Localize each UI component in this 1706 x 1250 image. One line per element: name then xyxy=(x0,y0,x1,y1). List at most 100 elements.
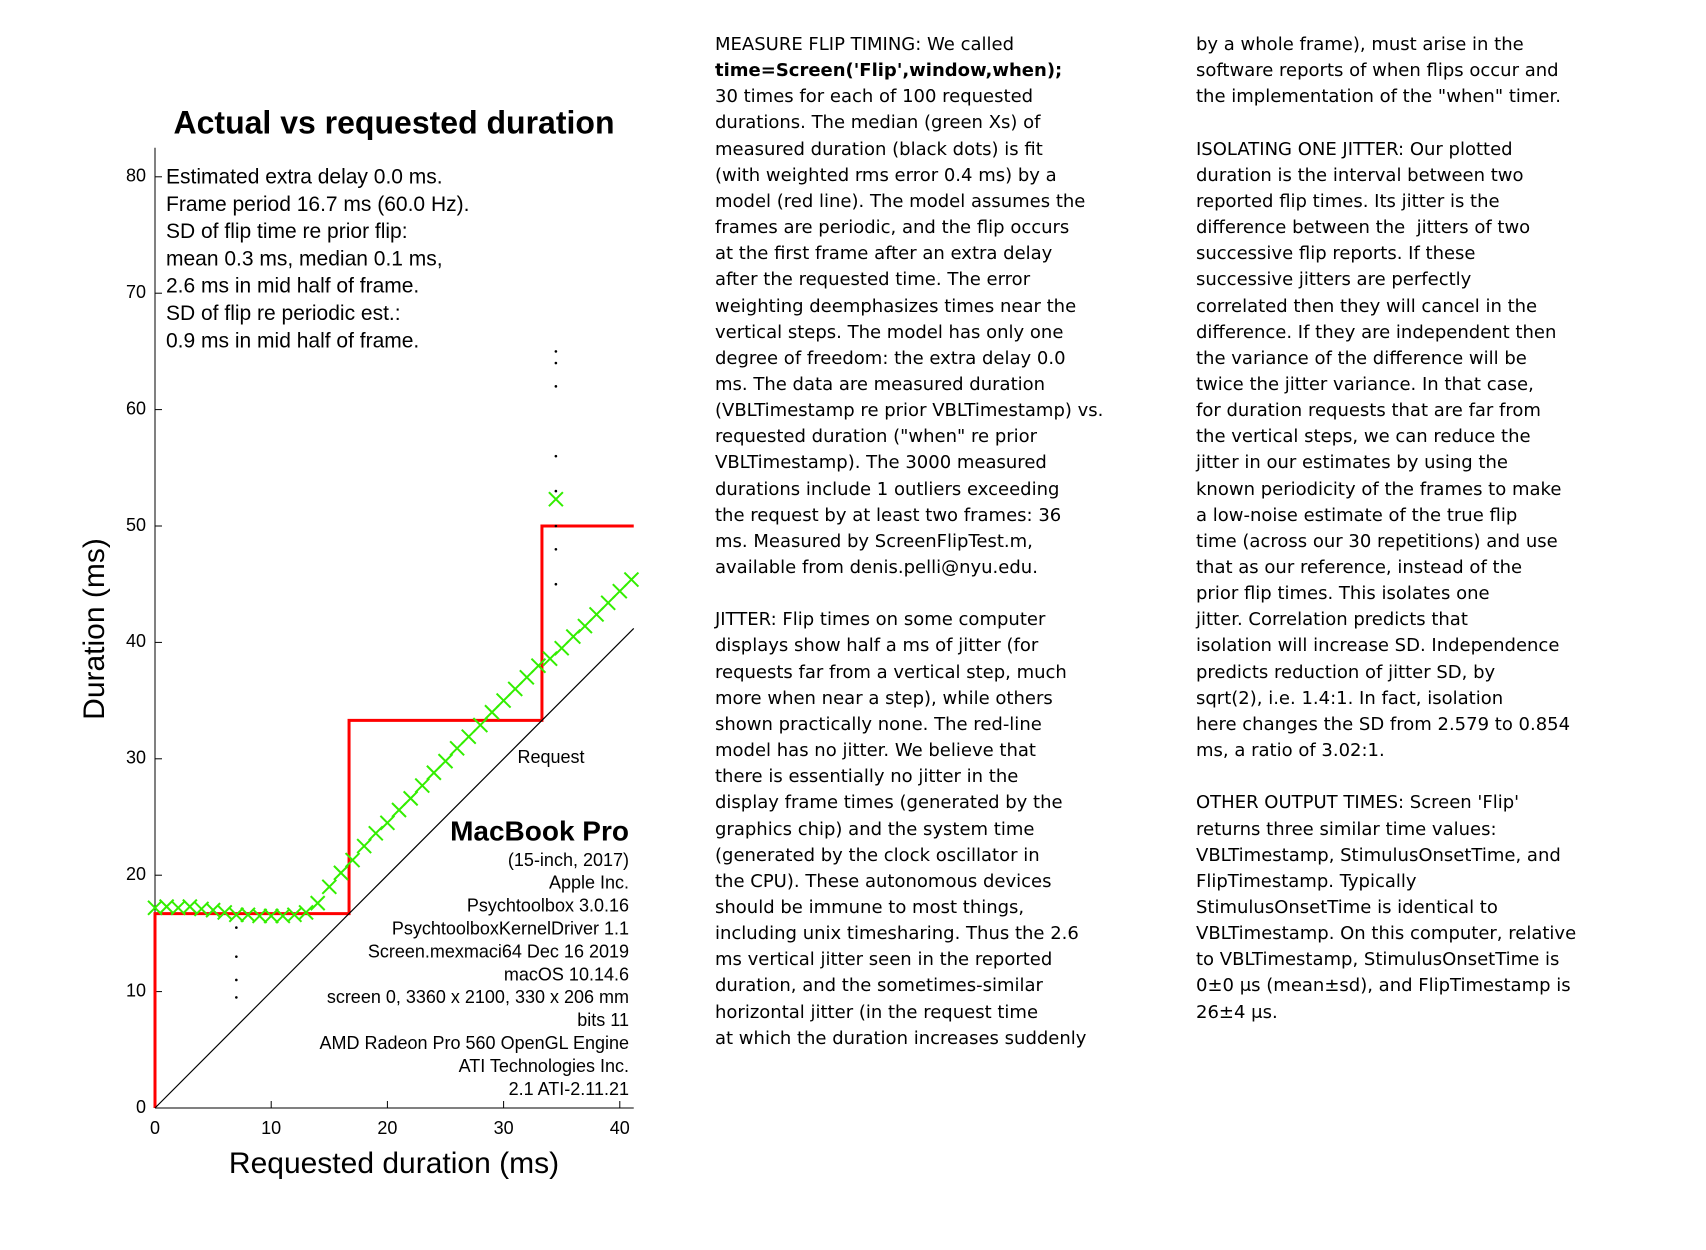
text-line: MEASURE FLIP TIMING: We called xyxy=(715,34,1014,55)
median-marker xyxy=(623,571,640,588)
median-marker xyxy=(251,908,268,924)
text-line: model has no jitter. We believe that xyxy=(715,740,1036,762)
text-line: successive jitters are perfectly xyxy=(1196,269,1472,291)
text-line: for duration requests that are far from xyxy=(1196,400,1541,422)
x-tick-label: 40 xyxy=(610,1118,630,1138)
text-line: sqrt(2), i.e. 1.4:1. In fact, isolation xyxy=(1196,687,1504,709)
text-line: known periodicity of the frames to make xyxy=(1196,478,1562,500)
median-marker xyxy=(309,895,326,911)
measured-dot xyxy=(554,454,558,458)
text-line: ms. Measured by ScreenFlipTest.m, xyxy=(715,530,1033,552)
device-info: bits 11 xyxy=(577,1010,629,1030)
text-line: the request by at least two frames: 36 xyxy=(715,504,1062,526)
median-marker xyxy=(344,852,361,868)
y-tick-label: 60 xyxy=(126,398,146,418)
text-line: (VBLTimestamp re prior VBLTimestamp) vs. xyxy=(715,400,1104,422)
x-axis-label: Requested duration (ms) xyxy=(229,1147,559,1180)
text-line: there is essentially no jitter in the xyxy=(715,766,1019,788)
y-tick-label: 80 xyxy=(126,166,146,186)
text-line: returns three similar time values: xyxy=(1196,818,1497,840)
text-line: jitter in our estimates by using the xyxy=(1196,452,1508,474)
text-line: duration, and the sometimes-similar xyxy=(715,975,1043,997)
measured-dot xyxy=(235,955,238,958)
text-line: software reports of when flips occur and xyxy=(1196,60,1559,82)
device-info: screen 0, 3360 x 2100, 330 x 206 mm xyxy=(327,987,629,1007)
text-line: StimulusOnsetTime is identical to xyxy=(1196,896,1498,918)
text-line: model (red line). The model assumes the xyxy=(715,190,1086,212)
text-line: 0±0 μs (mean±sd), and FlipTimestamp is xyxy=(1196,975,1571,997)
text-line: the CPU). These autonomous devices xyxy=(715,870,1052,892)
y-tick-label: 10 xyxy=(126,980,146,1000)
y-axis-label: Duration (ms) xyxy=(78,538,111,720)
device-info: ATI Technologies Inc. xyxy=(459,1056,629,1076)
text-line: ms vertical jitter seen in the reported xyxy=(715,949,1053,971)
text-line: at the first frame after an extra delay xyxy=(715,243,1053,265)
y-tick-label: 0 xyxy=(136,1097,146,1117)
info-text: mean 0.3 ms, median 0.1 ms, xyxy=(166,247,443,270)
median-marker xyxy=(356,838,372,854)
info-text: Frame period 16.7 ms (60.0 Hz). xyxy=(166,193,469,216)
median-marker xyxy=(263,908,279,924)
device-info: PsychtoolboxKernelDriver 1.1 xyxy=(392,918,629,938)
request-label: Request xyxy=(517,747,584,767)
x-tick-label: 30 xyxy=(494,1118,514,1138)
series-line xyxy=(154,628,635,1109)
text-line: time=Screen('Flip',window,when); xyxy=(715,60,1063,82)
y-tick-label: 30 xyxy=(126,748,146,768)
device-info: AMD Radeon Pro 560 OpenGL Engine xyxy=(319,1033,629,1053)
text-line: OTHER OUTPUT TIMES: Screen 'Flip' xyxy=(1196,792,1520,814)
text-line: to VBLTimestamp, StimulusOnsetTime is xyxy=(1196,949,1560,971)
measured-dot xyxy=(235,996,238,999)
measured-dot xyxy=(554,524,558,528)
text-line: including unix timesharing. Thus the 2.6 xyxy=(715,923,1079,945)
y-tick-label: 40 xyxy=(126,631,146,651)
text-line: vertical steps. The model has only one xyxy=(715,321,1064,343)
device-info: Psychtoolbox 3.0.16 xyxy=(467,896,629,916)
text-line: ms, a ratio of 3.02:1. xyxy=(1196,740,1385,762)
median-marker xyxy=(548,491,564,507)
text-line: more when near a step), while others xyxy=(715,687,1053,709)
y-tick-label: 70 xyxy=(126,282,146,302)
text-line: isolation will increase SD. Independence xyxy=(1196,635,1560,657)
x-tick-label: 10 xyxy=(261,1118,281,1138)
text-line: that as our reference, instead of the xyxy=(1196,557,1523,578)
text-line: ms. The data are measured duration xyxy=(715,373,1046,395)
text-line: VBLTimestamp). The 3000 measured xyxy=(715,452,1047,474)
text-line: prior flip times. This isolates one xyxy=(1196,583,1490,605)
text-line: measured duration (black dots) is fit xyxy=(715,138,1043,160)
text-line: shown practically none. The red-line xyxy=(715,713,1042,735)
device-name: MacBook Pro xyxy=(450,815,629,846)
info-text: SD of flip re periodic est.: xyxy=(166,302,401,325)
text-line: correlated then they will cancel in the xyxy=(1196,295,1538,317)
text-line: 30 times for each of 100 requested xyxy=(715,86,1034,108)
median-marker xyxy=(333,865,349,881)
median-marker xyxy=(472,717,489,733)
text-line: the variance of the difference will be xyxy=(1196,347,1527,369)
text-line: available from denis.pelli@nyu.edu. xyxy=(715,557,1038,578)
device-info: 2.1 ATI-2.11.21 xyxy=(509,1079,629,1099)
measured-dot xyxy=(554,361,558,365)
chart-title: Actual vs requested duration xyxy=(174,104,615,140)
text-line: the vertical steps, we can reduce the xyxy=(1196,426,1531,448)
device-info: Screen.mexmaci64 Dec 16 2019 xyxy=(368,941,629,961)
text-line: (generated by the clock oscillator in xyxy=(715,844,1040,866)
text-line: by a whole frame), must arise in the xyxy=(1196,34,1524,55)
measured-dot xyxy=(554,547,558,551)
x-tick-label: 20 xyxy=(377,1118,397,1138)
info-text: SD of flip time re prior flip: xyxy=(166,220,408,243)
text-line: displays show half a ms of jitter (for xyxy=(715,635,1039,657)
device-info: Apple Inc. xyxy=(549,873,629,893)
text-line: duration is the interval between two xyxy=(1196,164,1524,186)
median-marker xyxy=(379,815,396,831)
text-line: durations. The median (green Xs) of xyxy=(715,112,1041,134)
measured-dot xyxy=(554,489,558,493)
text-line: at which the duration increases suddenly xyxy=(715,1027,1087,1049)
median-marker xyxy=(321,879,338,895)
text-line: (with weighted rms error 0.4 ms) by a xyxy=(715,164,1057,186)
text-line: requests far from a vertical step, much xyxy=(715,661,1067,683)
text-line: VBLTimestamp. On this computer, relative xyxy=(1196,923,1577,945)
text-line: display frame times (generated by the xyxy=(715,792,1063,814)
text-line: successive flip reports. If these xyxy=(1196,243,1476,265)
chart: Actual vs requested duration Requested d… xyxy=(78,104,640,1180)
y-tick-label: 50 xyxy=(126,515,146,535)
